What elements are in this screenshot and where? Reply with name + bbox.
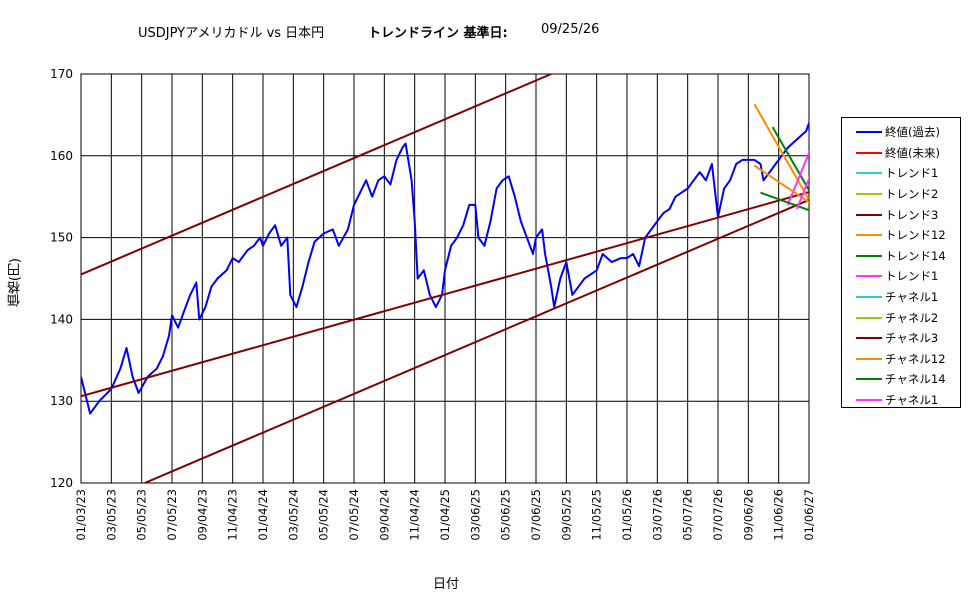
- x-tick-label: 01/04/24: [256, 489, 270, 541]
- legend-swatch: [856, 316, 882, 319]
- x-tick-label: 09/06/26: [741, 489, 755, 541]
- legend-label: チャネル1: [885, 290, 939, 305]
- x-tick-label: 01/05/26: [620, 489, 634, 541]
- x-tick-label: 07/07/26: [711, 489, 725, 541]
- legend-item: トレンド1: [842, 266, 960, 287]
- title-main: USDJPYアメリカドル vs 日本円: [138, 26, 325, 41]
- x-tick-label: 07/05/24: [347, 489, 361, 541]
- legend-item: トレンド14: [842, 246, 960, 267]
- title-date: 09/25/26: [541, 22, 600, 37]
- series-line-6: [771, 126, 809, 193]
- legend-item: トレンド2: [842, 184, 960, 205]
- legend-label: チャネル2: [885, 310, 939, 325]
- legend-item: 終値(未来): [842, 143, 960, 164]
- legend-label: チャネル3: [885, 331, 939, 346]
- legend-swatch: [856, 193, 882, 196]
- series-line-13: [795, 176, 809, 210]
- y-tick-label: 170: [50, 67, 73, 81]
- legend-item: チャネル14: [842, 369, 960, 390]
- x-tick-label: 03/06/25: [468, 489, 482, 541]
- legend-swatch: [856, 296, 882, 299]
- y-tick-label: 130: [50, 394, 73, 408]
- x-tick-label: 05/05/23: [135, 489, 149, 541]
- x-tick-label: 01/06/27: [802, 489, 816, 541]
- series-line-11: [753, 164, 809, 204]
- legend-label: トレンド2: [885, 187, 939, 202]
- series-line-5: [753, 103, 809, 202]
- legend-item: チャネル1: [842, 287, 960, 308]
- y-tick-label: 150: [50, 231, 73, 245]
- x-tick-label: 11/04/24: [408, 489, 422, 541]
- x-tick-label: 11/05/25: [590, 489, 604, 541]
- x-tick-label: 03/05/24: [286, 489, 300, 541]
- y-tick-label: 120: [50, 476, 73, 490]
- x-tick-label: 03/07/26: [650, 489, 664, 541]
- legend-item: トレンド1: [842, 163, 960, 184]
- legend-item: チャネル1: [842, 390, 960, 411]
- legend-item: チャネル2: [842, 307, 960, 328]
- legend-item: トレンド3: [842, 204, 960, 225]
- x-tick-label: 01/03/23: [74, 489, 88, 541]
- legend-swatch: [856, 254, 882, 257]
- legend-label: チャネル14: [885, 372, 946, 387]
- x-tick-label: 01/04/25: [438, 489, 452, 541]
- legend-swatch: [856, 151, 882, 154]
- x-tick-label: 03/05/23: [104, 489, 118, 541]
- series-group: [81, 74, 809, 483]
- series-line-7: [786, 150, 809, 206]
- legend: 終値(過去) 終値(未来) トレンド1 トレンド2 トレンド3 トレンド12 トレンド14 ト…: [841, 117, 961, 408]
- x-tick-label: 09/04/24: [377, 489, 391, 541]
- legend-label: トレンド3: [885, 207, 939, 222]
- legend-item: トレンド12: [842, 225, 960, 246]
- x-tick-label: 11/06/26: [772, 489, 786, 541]
- chart-title: USDJPYアメリカドル vs 日本円 トレンドライン 基準日: 09/25/2…: [0, 22, 975, 44]
- legend-swatch: [856, 357, 882, 360]
- legend-label: チャネル12: [885, 351, 946, 366]
- series-line-10: [81, 74, 552, 276]
- title-trend: トレンドライン 基準日:: [368, 26, 508, 41]
- legend-label: トレンド1: [885, 166, 939, 181]
- plot-frame: [80, 73, 810, 484]
- legend-swatch: [856, 172, 882, 175]
- series-line-0: [81, 122, 809, 415]
- legend-item: 終値(過去): [842, 122, 960, 143]
- legend-label: チャネル1: [885, 393, 939, 408]
- y-tick-label: 160: [50, 149, 73, 163]
- series-line-12: [760, 191, 809, 212]
- series-line-10: [144, 199, 809, 483]
- series-line-4: [81, 191, 809, 398]
- legend-label: 終値(未来): [885, 145, 940, 160]
- legend-label: 終値(過去): [885, 125, 940, 140]
- legend-swatch: [856, 131, 882, 134]
- legend-swatch: [856, 378, 882, 381]
- legend-swatch: [856, 234, 882, 237]
- legend-label: トレンド12: [885, 228, 946, 243]
- x-tick-label: 07/06/25: [529, 489, 543, 541]
- x-tick-label: 05/06/25: [499, 489, 513, 541]
- legend-swatch: [856, 399, 882, 402]
- legend-swatch: [856, 275, 882, 278]
- legend-label: トレンド14: [885, 248, 946, 263]
- legend-swatch: [856, 213, 882, 216]
- x-tick-label: 11/04/23: [226, 489, 240, 541]
- y-axis-label: 価格(円): [8, 258, 23, 308]
- legend-item: チャネル3: [842, 328, 960, 349]
- x-tick-label: 07/05/23: [165, 489, 179, 541]
- x-tick-label: 09/04/23: [195, 489, 209, 541]
- legend-swatch: [856, 337, 882, 340]
- x-tick-label: 05/05/24: [317, 489, 331, 541]
- x-tick-label: 05/07/26: [681, 489, 695, 541]
- x-axis-label: 日付: [433, 577, 460, 592]
- y-tick-label: 140: [50, 312, 73, 326]
- x-tick-label: 09/05/25: [559, 489, 573, 541]
- legend-label: トレンド1: [885, 269, 939, 284]
- legend-item: チャネル12: [842, 349, 960, 370]
